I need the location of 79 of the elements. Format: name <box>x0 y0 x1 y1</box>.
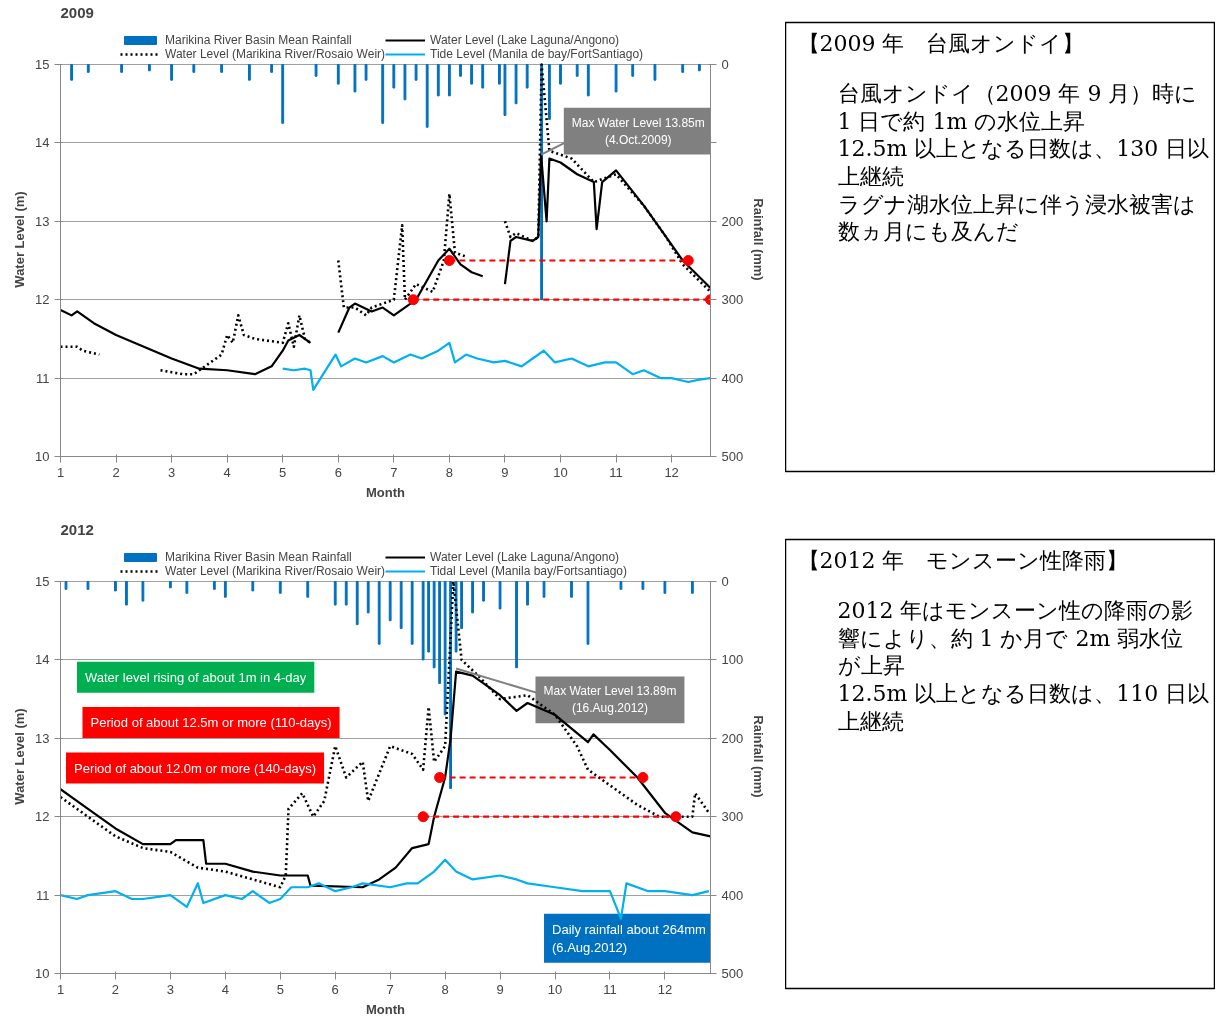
y-axis-title: Water Level (m) <box>12 191 28 288</box>
y-tick-label: 11 <box>36 887 50 903</box>
annotation: Water level rising of about 1m in 4-day <box>84 669 307 685</box>
y2-tick-label: 500 <box>721 449 744 464</box>
x-tick-label: 5 <box>276 981 284 997</box>
y2-tick-label: 300 <box>721 809 744 825</box>
line-series <box>60 580 711 889</box>
y2-axis-title: Rainfall (mm) <box>751 198 767 281</box>
x-tick-label: 8 <box>441 981 449 997</box>
legend-label: Tide Level (Manila de bay/FortSantiago) <box>430 47 644 61</box>
legend-label: Water Level (Marikina River/Rosaio Weir) <box>165 47 386 61</box>
y2-tick-label: 400 <box>721 887 744 903</box>
x-tick-label: 2 <box>112 464 120 480</box>
text: 【2012 年 モンスーン性降雨】 <box>797 548 1129 574</box>
legend-label: Marikina River Basin Mean Rainfall <box>165 550 352 564</box>
x-tick-label: 3 <box>166 981 175 997</box>
x-tick-label: 12 <box>657 981 673 997</box>
legend-label: Water Level (Lake Laguna/Angono) <box>430 550 620 564</box>
legend-label: Water Level (Marikina River/Rosaio Weir) <box>165 564 386 578</box>
annotation: Max Water Level 13.89m (16.Aug.2012) <box>543 684 677 716</box>
x-axis-title: Month <box>366 1001 406 1017</box>
text: 2012 年はモンスーン性の降雨の影響により、約 1 か月で 2m 弱水位が上昇 <box>837 597 1194 679</box>
y-tick-label: 15 <box>35 574 50 589</box>
legend-label: Tidal Level (Manila bay/Fortsantiago) <box>430 564 628 578</box>
legend-label: Marikina River Basin Mean Rainfall <box>165 33 352 47</box>
y-tick-label: 14 <box>35 652 50 668</box>
y2-tick-label: 0 <box>721 57 729 72</box>
y-tick-label: 11 <box>36 370 50 386</box>
annotation: Max Water Level 13.85m (4.Oct.2009) <box>571 115 705 147</box>
y-tick-label: 14 <box>35 135 50 151</box>
text: 12.5m 以上となる日数は、110 日以上継続 <box>837 680 1210 734</box>
y-tick-label: 12 <box>35 292 50 308</box>
x-tick-label: 3 <box>168 464 176 480</box>
x-tick-label: 11 <box>609 464 623 480</box>
y2-axis-title: Rainfall (mm) <box>751 715 767 798</box>
legend-label: Water Level (Lake Laguna/Angono) <box>430 33 620 47</box>
x-tick-label: 10 <box>553 464 568 480</box>
x-tick-label: 1 <box>56 464 65 480</box>
x-tick-label: 5 <box>279 464 287 480</box>
x-tick-label: 4 <box>221 981 229 997</box>
x-tick-label: 6 <box>334 464 342 480</box>
x-tick-label: 6 <box>331 981 339 997</box>
y-tick-label: 13 <box>35 213 50 229</box>
text: ラグナ湖水位上昇に伴う浸水被害は数ヵ月にも及んだ <box>837 191 1196 245</box>
y-tick-label: 15 <box>35 57 50 72</box>
x-tick-label: 7 <box>390 464 398 480</box>
text: 【2009 年 台風オンドイ】 <box>797 31 1085 57</box>
line-series <box>60 858 710 920</box>
x-axis-title: Month <box>366 484 406 500</box>
x-tick-label: 2 <box>111 981 120 997</box>
x-tick-label: 10 <box>547 981 563 997</box>
x-tick-label: 9 <box>501 464 509 480</box>
y2-tick-label: 500 <box>721 966 744 981</box>
y-tick-label: 10 <box>35 449 50 464</box>
y2-tick-label: 300 <box>721 292 744 308</box>
x-tick-label: 1 <box>56 981 65 997</box>
x-tick-label: 12 <box>664 464 679 480</box>
y2-tick-label: 200 <box>721 213 744 229</box>
y2-tick-label: 0 <box>721 574 729 589</box>
y-tick-label: 10 <box>35 966 50 981</box>
y2-tick-label: 200 <box>721 730 744 746</box>
chart-title: 2009 <box>60 3 94 21</box>
x-tick-label: 9 <box>496 981 504 997</box>
x-tick-label: 8 <box>445 464 454 480</box>
x-tick-label: 4 <box>223 464 231 480</box>
y2-tick-label: 400 <box>721 370 744 386</box>
annotation: Period of about 12.0m or more (140-days) <box>73 760 317 776</box>
y2-tick-label: 100 <box>721 652 744 668</box>
x-tick-label: 7 <box>386 981 394 997</box>
text: 台風オンドイ（2009 年 9 月）時に 1 日で約 1m の水位上昇 <box>837 80 1198 134</box>
annotation: Period of about 12.5m or more (110-days) <box>90 715 332 731</box>
chart-title: 2012 <box>60 520 94 538</box>
y-axis-title: Water Level (m) <box>12 708 28 805</box>
y-tick-label: 13 <box>35 730 50 746</box>
y-tick-label: 12 <box>35 809 50 825</box>
line-series <box>281 341 711 391</box>
x-tick-label: 11 <box>603 981 617 997</box>
text: 12.5m 以上となる日数は、130 日以上継続 <box>837 136 1210 189</box>
annotation: Daily rainfall about 264mm (6.Aug.2012) <box>552 921 706 955</box>
